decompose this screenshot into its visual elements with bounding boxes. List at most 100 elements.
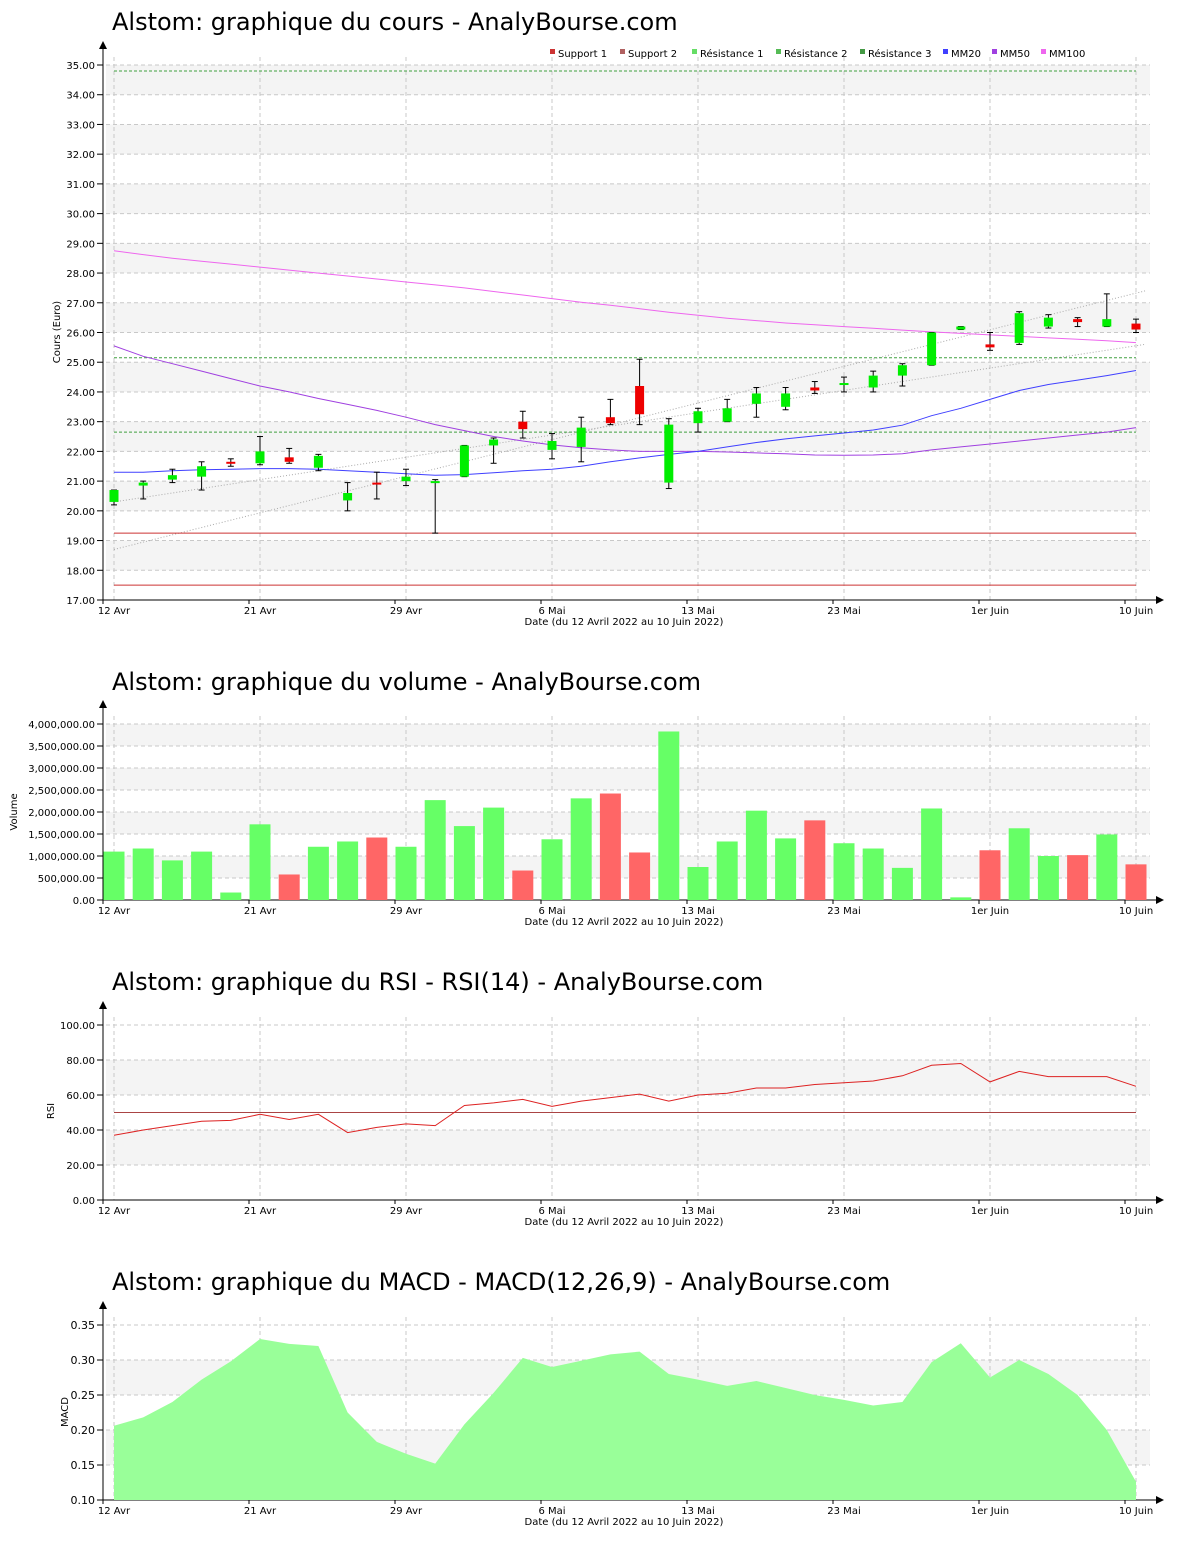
legend-label: Résistance 1 <box>700 48 763 60</box>
mm20-line <box>114 370 1137 476</box>
candle-body <box>1014 313 1024 343</box>
candle-body <box>167 475 177 480</box>
legend-label: Support 2 <box>628 49 677 60</box>
candle-body <box>664 424 674 483</box>
y-tick-label: 27.00 <box>66 299 95 310</box>
x-tick-label: 21 Avr <box>244 606 277 617</box>
legend-swatch <box>692 49 697 54</box>
legend-label: MM100 <box>1049 49 1085 60</box>
x-axis-label: Date (du 12 Avril 2022 au 10 Juin 2022) <box>525 617 724 628</box>
x-tick-label: 12 Avr <box>98 906 131 917</box>
x-tick-label: 29 Avr <box>390 1206 423 1217</box>
y-tick-label: 25.00 <box>66 358 95 369</box>
volume-bar <box>862 848 884 900</box>
volume-bar <box>1008 828 1030 900</box>
y-tick-label: 32.00 <box>66 150 95 161</box>
volume-bar <box>483 807 505 900</box>
y-tick-label: 0.20 <box>71 1424 96 1437</box>
x-axis-label: Date (du 12 Avril 2022 au 10 Juin 2022) <box>525 1517 724 1528</box>
y-tick-label: 24.00 <box>66 388 95 399</box>
plot-band <box>106 1060 1150 1095</box>
rsi-chart: 0.00 20.00 40.00 60.00 80.00 100.00 12 Avr 21 A… <box>46 1001 1164 1228</box>
volume-bar <box>512 870 534 900</box>
plot-band <box>106 421 1150 452</box>
y-tick-label: 22.00 <box>66 447 95 458</box>
x-tick-label: 13 Mai <box>681 1506 714 1517</box>
y-tick-label: 2,500,000.00 <box>28 786 95 797</box>
candle-body <box>605 417 615 424</box>
y-tick-label: 28.00 <box>66 269 95 280</box>
legend-label: Résistance 2 <box>784 48 847 60</box>
x-tick-label: 12 Avr <box>98 1206 131 1217</box>
x-axis-arrow <box>1156 1196 1164 1204</box>
y-axis-arrow <box>99 1001 107 1009</box>
plot-band <box>106 540 1150 571</box>
x-tick-label: 10 Juin <box>1119 1206 1153 1217</box>
legend-swatch <box>992 49 997 54</box>
x-tick-label: 23 Mai <box>827 906 860 917</box>
x-tick-label: 1er Juin <box>971 606 1009 617</box>
volume-chart: 0.00 500,000.00 1,000,000.00 1,500,000.00 2,… <box>9 700 1164 928</box>
y-axis-label: RSI <box>46 1103 57 1119</box>
mm100-line <box>113 250 1137 344</box>
x-tick-label: 10 Juin <box>1119 1506 1153 1517</box>
mm50-line <box>113 345 1137 456</box>
x-tick-label: 21 Avr <box>244 906 277 917</box>
plot-band <box>106 768 1150 790</box>
x-tick-label: 23 Mai <box>827 1206 860 1217</box>
volume-chart-title: Alstom: graphique du volume - AnalyBours… <box>112 668 702 696</box>
y-axis-label: Volume <box>9 793 20 830</box>
candle-body <box>839 383 849 386</box>
volume-bar <box>366 837 388 900</box>
plot-band <box>106 243 1150 274</box>
x-tick-label: 12 Avr <box>98 606 131 617</box>
candle-body <box>226 461 236 464</box>
legend-swatch <box>550 49 555 54</box>
candle-body <box>343 493 353 501</box>
candle-body <box>722 408 732 422</box>
y-tick-label: 4,000,000.00 <box>28 720 95 731</box>
x-tick-label: 13 Mai <box>681 606 714 617</box>
x-tick-label: 21 Avr <box>244 1206 277 1217</box>
volume-bar <box>979 850 1001 900</box>
x-tick-label: 21 Avr <box>244 1506 277 1517</box>
x-axis-arrow <box>1156 596 1164 604</box>
y-tick-label: 0.25 <box>71 1389 96 1402</box>
candle-body <box>1131 323 1141 330</box>
volume-bar <box>220 892 242 900</box>
plot-band <box>106 362 1150 392</box>
legend-swatch <box>620 49 625 54</box>
candle-body <box>401 476 411 482</box>
y-tick-label: 40.00 <box>66 1126 95 1137</box>
candle-body <box>927 332 937 366</box>
candle-body <box>868 375 878 388</box>
candle-body <box>489 439 499 446</box>
y-tick-label: 19.00 <box>66 537 95 548</box>
volume-bar <box>716 841 738 900</box>
y-tick-label: 60.00 <box>66 1091 95 1102</box>
candle-body <box>635 386 645 415</box>
plot-band <box>106 724 1150 746</box>
volume-bar <box>745 810 767 900</box>
x-axis-label: Date (du 12 Avril 2022 au 10 Juin 2022) <box>525 1217 724 1228</box>
candle-body <box>372 482 382 485</box>
macd-chart: 0.10 0.15 0.20 0.25 0.30 0.35 12 Avr 21 Avr 29 A… <box>60 1301 1164 1528</box>
y-tick-label: 0.00 <box>73 1196 95 1207</box>
y-tick-label: 29.00 <box>66 239 95 250</box>
volume-bar <box>424 800 446 900</box>
price-chart-title: Alstom: graphique du cours - AnalyBourse… <box>112 8 678 36</box>
candle-body <box>693 411 703 424</box>
y-tick-label: 100.00 <box>60 1021 95 1032</box>
y-tick-label: 1,000,000.00 <box>28 852 95 863</box>
y-tick-label: 2,000,000.00 <box>28 808 95 819</box>
candle-body <box>430 481 440 484</box>
y-tick-label: 0.35 <box>71 1319 96 1332</box>
legend-swatch <box>776 49 781 54</box>
volume-bar <box>891 867 913 900</box>
volume-bar <box>1125 864 1147 900</box>
legend-swatch <box>943 49 948 54</box>
candle-body <box>518 421 528 430</box>
x-tick-label: 13 Mai <box>681 906 714 917</box>
y-tick-label: 1,500,000.00 <box>28 830 95 841</box>
plot-band <box>106 124 1150 155</box>
